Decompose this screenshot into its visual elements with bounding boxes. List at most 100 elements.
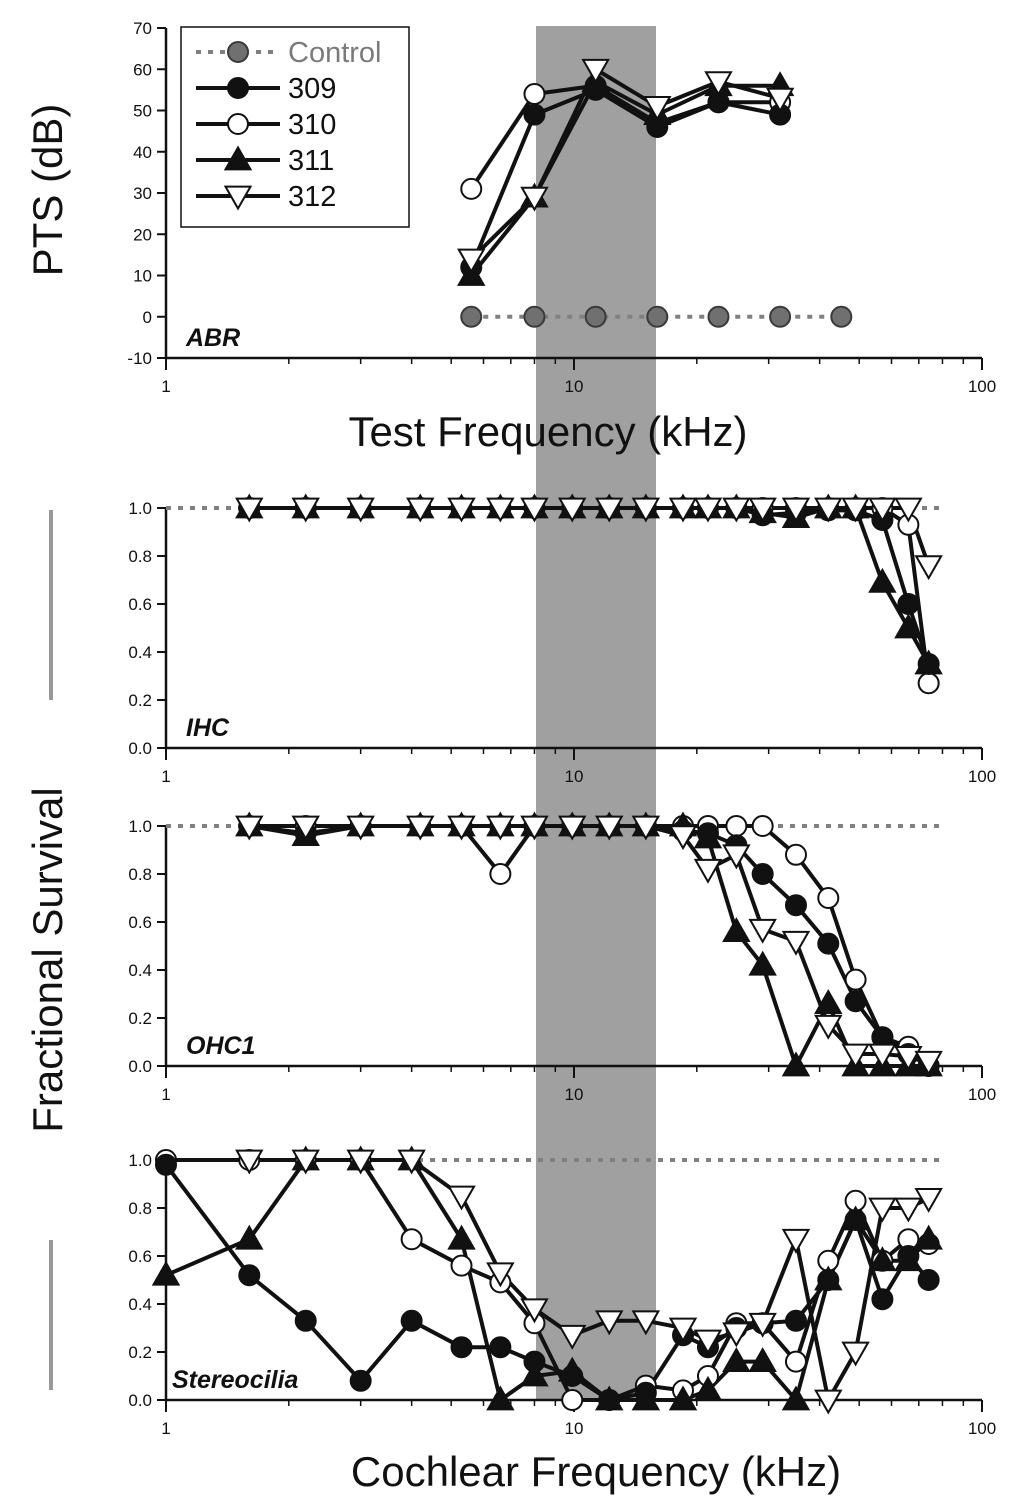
panel-ohc1-series-312-point xyxy=(486,815,515,841)
panel-ohc1-series-312-point xyxy=(668,825,698,851)
panel-abr-y-tick-label: 0 xyxy=(143,308,152,327)
legend-label-312: 312 xyxy=(288,181,336,213)
panel-abr-y-tick-label: 40 xyxy=(133,143,152,162)
panel-abr-series-310-point xyxy=(460,177,483,200)
panel-ihc-x-tick-label: 1 xyxy=(161,767,170,786)
panel-stereocilia-series-309-point xyxy=(871,1288,894,1311)
panel-stereocilia-series-312-point xyxy=(781,1228,811,1254)
panel-stereocilia-series-311-point xyxy=(868,1246,897,1272)
panel-ihc-series-312-point xyxy=(841,497,870,523)
panel-ihc-series-310-point xyxy=(917,672,940,695)
panel-stereocilia-series-311-point xyxy=(894,1246,923,1272)
panel-ohc1-series-309-point xyxy=(784,894,807,917)
panel-ohc1-x-tick-label: 1 xyxy=(161,1085,170,1104)
panel-abr-series-control-point xyxy=(646,305,669,328)
panel-abr-series-312-point xyxy=(520,186,549,212)
panel-ohc1-series-312-point xyxy=(235,815,264,841)
panel-ihc-y-tick-label: 1.0 xyxy=(128,499,152,518)
panel-stereocilia-series-312-point xyxy=(722,1322,751,1348)
panel-abr-series-309-point xyxy=(523,103,546,126)
panel-ihc-series-312-point xyxy=(595,497,624,523)
panel-stereocilia-x-tick-label: 1 xyxy=(161,1419,170,1438)
panel-abr-series-control-point xyxy=(523,305,546,328)
panel-ohc1-series-312-point xyxy=(557,815,587,841)
panel-stereocilia-series-312-point xyxy=(520,1298,549,1324)
panel-ohc1-y-tick-label: 0.8 xyxy=(128,865,152,884)
panel-stereocilia-y-tick-label: 0.6 xyxy=(128,1247,152,1266)
panel-abr-series-control-point xyxy=(584,305,607,328)
cochlear-x-axis-title: Cochlear Frequency (kHz) xyxy=(351,1448,841,1495)
panel-stereocilia-series-311-point xyxy=(748,1347,777,1372)
panel-ihc-series-309-point xyxy=(897,593,920,615)
panel-ohc1-series-310-point xyxy=(489,863,512,885)
panel-abr-x-tick-label: 100 xyxy=(968,377,996,396)
panel-ohc1-series-311-point xyxy=(693,823,723,849)
panel-stereocilia-series-312-point xyxy=(894,1197,923,1223)
panel-abr-series-310-point xyxy=(523,83,546,105)
panel-ohc1-series-312-point xyxy=(868,1043,897,1069)
panel-ohc1-y-tick-label: 0.4 xyxy=(128,961,152,980)
panel-stereocilia-series-309-point xyxy=(155,1153,177,1176)
panel-ohc1-y-tick-label: 0.0 xyxy=(128,1057,152,1076)
panel-ohc1-series-312-point xyxy=(520,815,549,841)
panel-ihc-y-tick-label: 0.6 xyxy=(128,595,152,614)
panel-stereocilia-series-312-point xyxy=(814,1389,843,1415)
panel-ohc1-series-312-point xyxy=(631,815,661,841)
panel-ohc1-series-311-point xyxy=(722,917,751,942)
panel-stereocilia-series-309-point xyxy=(349,1369,372,1392)
panel-stereocilia-series-311-point xyxy=(151,1260,181,1286)
panel-stereocilia-series-312-point xyxy=(914,1188,943,1213)
panel-abr-y-tick-label: 10 xyxy=(133,267,152,286)
panel-ohc1-series-312-point xyxy=(841,1043,870,1069)
panel-ihc-series-311-point xyxy=(868,567,897,593)
panel-ohc1-series-312-point xyxy=(406,815,435,841)
panel-ohc1-series-312-point xyxy=(291,815,320,841)
legend-marker-control xyxy=(227,41,249,63)
panel-ohc1-series-312-point xyxy=(781,930,811,956)
panel-ihc-series-312-point xyxy=(631,497,661,523)
panel-ohc1-label: OHC1 xyxy=(186,1032,255,1060)
panel-ihc-x-tick-label: 100 xyxy=(968,767,996,786)
panel-ohc1-series-312-point xyxy=(346,815,375,841)
panel-stereocilia-series-311-point xyxy=(595,1385,624,1411)
panel-abr-series-311-point xyxy=(457,260,486,286)
panel-ihc-series-312-point xyxy=(486,497,515,523)
panel-stereocilia-series-312-point xyxy=(631,1310,661,1336)
panel-ihc-series-312-point xyxy=(346,497,375,523)
panel-ohc1-y-tick-label: 1.0 xyxy=(128,817,152,836)
panel-ohc1-series-312-point xyxy=(693,858,723,884)
panel-abr-series-312-point xyxy=(643,96,672,121)
panel-abr-series-control-point xyxy=(769,305,792,328)
panel-stereocilia-x-tick-label: 100 xyxy=(968,1419,996,1438)
panel-abr-series-control-point xyxy=(707,305,730,328)
panel-ohc1-series-310-point xyxy=(844,968,867,991)
panel-ihc-y-tick-label: 0.0 xyxy=(128,739,152,758)
panel-stereocilia-y-tick-label: 0.8 xyxy=(128,1199,152,1218)
panel-ohc1-series-311-point xyxy=(781,1051,811,1077)
panel-ihc-series-312-point xyxy=(914,555,943,581)
panel-stereocilia-series-312-point xyxy=(557,1324,587,1350)
panel-stereocilia-series-311-point xyxy=(486,1385,515,1411)
panel-ohc1-series-309-point xyxy=(844,990,867,1013)
panel-ohc1-y-tick-label: 0.2 xyxy=(128,1009,152,1028)
panel-ihc-series-312-point xyxy=(693,497,723,523)
panel-ihc-series-311-point xyxy=(914,649,943,675)
panel-stereocilia-series-309-point xyxy=(294,1309,317,1332)
panel-stereocilia-series-312-point xyxy=(235,1149,264,1175)
panel-abr-y-tick-label: 20 xyxy=(133,225,152,244)
panel-stereocilia-series-311-point xyxy=(631,1385,661,1411)
panel-ihc-series-312-point xyxy=(557,497,587,523)
legend-marker-310 xyxy=(227,113,249,135)
panel-ihc-y-tick-label: 0.8 xyxy=(128,547,152,566)
legend-label-310: 310 xyxy=(288,109,336,141)
panel-stereocilia-series-312-point xyxy=(668,1317,698,1343)
panel-ohc1-series-311-point xyxy=(814,989,843,1014)
panel-stereocilia-series-312-point xyxy=(693,1329,723,1355)
panel-stereocilia-series-311-point xyxy=(235,1224,264,1250)
panel-abr-series-312-point xyxy=(581,58,610,84)
panel-stereocilia-series-311-point xyxy=(814,1265,843,1291)
panel-stereocilia-series-311-point xyxy=(722,1347,751,1372)
legend-marker-309 xyxy=(227,77,249,99)
panel-stereocilia-series-312-point xyxy=(291,1149,320,1175)
panel-stereocilia-x-tick-label: 10 xyxy=(565,1419,584,1438)
